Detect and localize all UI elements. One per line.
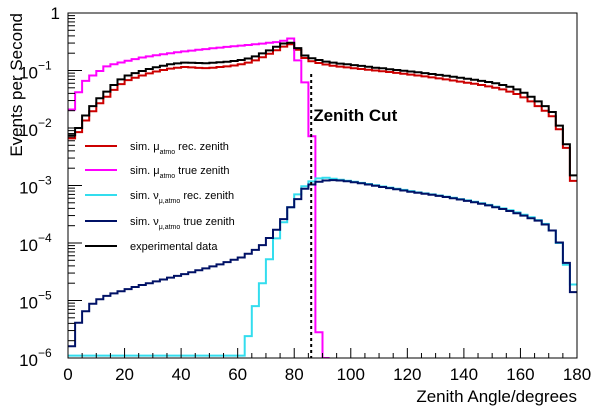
legend-entry: sim. μatmo rec. zenith — [130, 141, 229, 156]
series-line-3 — [68, 179, 577, 348]
y-tick-exponent: −2 — [38, 116, 52, 130]
legend-entry: experimental data — [130, 241, 218, 253]
x-tick-label: 0 — [63, 365, 72, 384]
x-axis: 0 20 40 60 80 100 120 140 160 180 — [63, 348, 591, 384]
y-tick-exponent: −6 — [38, 346, 52, 360]
y-tick-label: 10 — [19, 179, 38, 198]
x-tick-label: 140 — [450, 365, 478, 384]
legend-entry: sim. μatmo true zenith — [130, 165, 230, 180]
y-axis: 10 −610 −510 −410 −310 −210 −11 — [19, 4, 82, 370]
x-tick-label: 120 — [393, 365, 421, 384]
y-tick-label: 10 — [19, 121, 38, 140]
series-line-0 — [68, 43, 577, 182]
x-tick-label: 180 — [563, 365, 591, 384]
legend-entry: sim. νμ,atmo rec. zenith — [130, 190, 234, 205]
x-axis-title: Zenith Angle/degrees — [416, 387, 577, 406]
series-line-4 — [68, 41, 577, 177]
y-tick-exponent: −3 — [38, 174, 52, 188]
y-tick-exponent: −5 — [38, 289, 52, 303]
x-tick-label: 20 — [115, 365, 134, 384]
series-layer — [68, 37, 577, 358]
x-tick-label: 160 — [506, 365, 534, 384]
y-tick-exponent: −1 — [38, 59, 52, 73]
x-tick-label: 40 — [172, 365, 191, 384]
plot-area: Zenith Cut 0 20 40 60 80 100 120 140 160 180 10 −6… — [19, 4, 591, 384]
y-tick-label: 1 — [51, 4, 60, 23]
y-tick-label: 10 — [19, 236, 38, 255]
legend: sim. μatmo rec. zenith sim. μatmo true ze… — [85, 141, 235, 253]
y-axis-title: Events per Second — [7, 13, 26, 157]
series-line-2 — [68, 176, 577, 357]
y-tick-label: 10 — [19, 294, 38, 313]
zenith-cut-label: Zenith Cut — [313, 106, 397, 125]
series-line-1 — [68, 37, 330, 358]
y-tick-exponent: −4 — [38, 231, 52, 245]
y-tick-label: 10 — [19, 64, 38, 83]
y-tick-label: 10 — [19, 351, 38, 370]
x-tick-label: 60 — [228, 365, 247, 384]
x-tick-label: 100 — [337, 365, 365, 384]
legend-entry: sim. νμ,atmo true zenith — [130, 216, 235, 231]
x-tick-label: 80 — [285, 365, 304, 384]
